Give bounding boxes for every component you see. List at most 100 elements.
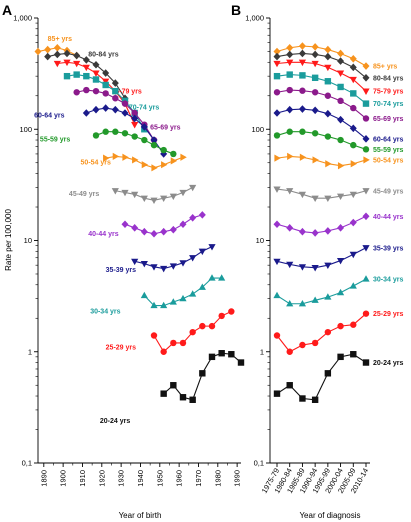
panel-a-y-tick-label: 1,000 xyxy=(13,14,32,23)
panel-b-series-30-34-yrs: 30-34 yrs xyxy=(273,275,403,307)
panel-a-series: 85+ yrs 80-84 yrs 75-79 yrs 70-74 yrs 65-69 … xyxy=(34,36,245,425)
data-point xyxy=(131,224,139,232)
data-point xyxy=(208,353,216,361)
data-point xyxy=(324,109,332,118)
data-point xyxy=(102,69,110,77)
data-point xyxy=(273,186,281,193)
data-point xyxy=(160,146,167,154)
panel-b-series-label: 60-64 yrs xyxy=(373,136,403,143)
data-point xyxy=(336,70,345,77)
data-point xyxy=(337,97,344,105)
panel-a-series-55-59-yrs: 55-59 yrs xyxy=(40,128,177,158)
data-point xyxy=(131,258,139,266)
data-point xyxy=(337,322,344,330)
data-point xyxy=(299,87,306,94)
data-point xyxy=(179,260,187,267)
panel-a-x-tick-label: 1990 xyxy=(233,470,242,487)
data-point xyxy=(350,104,357,112)
panel-a-series-65-69-yrs: 65-69 yrs xyxy=(73,86,181,144)
data-point xyxy=(274,154,281,162)
data-point xyxy=(350,321,357,328)
data-point xyxy=(63,59,71,67)
panel-a-series-label: 30-34 yrs xyxy=(90,309,120,316)
panel-a-series-label: 85+ yrs xyxy=(48,36,72,43)
data-point xyxy=(286,86,293,94)
data-point xyxy=(63,49,71,58)
panel-a-letter: A xyxy=(2,2,12,18)
data-point xyxy=(121,189,129,197)
panel-a-series-25-29-yrs: 25-29 yrs xyxy=(106,308,235,355)
panel-a-y-tick-label: 1 xyxy=(28,347,32,356)
data-point xyxy=(362,245,370,252)
data-point xyxy=(286,261,294,269)
data-point xyxy=(273,109,281,117)
data-point xyxy=(112,87,119,95)
data-point xyxy=(298,264,307,271)
panel-a-series-35-39-yrs: 35-39 yrs xyxy=(106,244,216,274)
data-point xyxy=(324,293,332,300)
data-point xyxy=(349,76,357,84)
data-point xyxy=(179,339,187,347)
panel-a-series-75-79-yrs: 75-79 yrs xyxy=(53,59,142,129)
data-point xyxy=(112,128,119,135)
panel-a: A 0,1 1 10 100 1,000 1890 1900 1910 1920 1930 194… xyxy=(2,2,245,520)
data-point xyxy=(311,229,319,237)
data-point xyxy=(298,49,306,58)
data-point xyxy=(311,106,319,115)
panel-b-series-35-39-yrs: 35-39 yrs xyxy=(273,245,403,272)
panel-b: B 0,1 1 10 100 1,000 1975-791980-841985-8919… xyxy=(231,2,403,520)
data-point xyxy=(349,54,357,63)
data-point xyxy=(179,189,187,197)
data-point xyxy=(179,394,187,401)
data-point xyxy=(324,78,332,85)
data-point xyxy=(131,109,138,117)
data-point xyxy=(237,359,245,366)
data-point xyxy=(189,213,197,222)
panel-a-series-40-44-yrs: 40-44 yrs xyxy=(88,211,206,238)
panel-a-series-label: 20-24 yrs xyxy=(100,418,130,425)
panel-a-x-tick-label: 1980 xyxy=(213,470,222,487)
panel-a-y-tick-label: 0,1 xyxy=(22,459,32,468)
data-point xyxy=(73,89,80,96)
data-point xyxy=(362,275,370,282)
data-point xyxy=(73,60,81,68)
panel-a-x-tick-label: 1920 xyxy=(97,470,106,487)
panel-a-x-tick-label: 1890 xyxy=(39,470,48,487)
data-point xyxy=(311,74,319,82)
data-point xyxy=(299,72,306,79)
data-point xyxy=(311,130,319,137)
data-point xyxy=(92,60,100,69)
data-point xyxy=(286,50,294,59)
data-point xyxy=(311,50,319,59)
data-point xyxy=(349,191,357,199)
data-point xyxy=(286,128,293,135)
panel-a-x-tick-label: 1940 xyxy=(136,470,145,487)
data-point xyxy=(82,56,90,64)
data-point xyxy=(150,136,158,144)
data-point xyxy=(160,265,168,273)
panel-b-series-60-64-yrs: 60-64 yrs xyxy=(273,105,403,143)
panel-b-series-label: 50-54 yrs xyxy=(373,157,403,164)
data-point xyxy=(311,296,319,303)
data-point xyxy=(311,339,319,347)
panel-a-x-tick-label: 1970 xyxy=(194,470,203,487)
data-point xyxy=(362,146,370,153)
data-point xyxy=(298,105,306,113)
data-point xyxy=(122,153,129,161)
series-line xyxy=(276,188,367,199)
data-point xyxy=(92,76,100,83)
data-point xyxy=(286,382,293,389)
panel-b-series: 85+ yrs 80-84 yrs 75-79 yrs 70-74 yrs 65-69 … xyxy=(273,42,403,403)
panel-a-series-label: 45-49 yrs xyxy=(69,191,99,198)
data-point xyxy=(131,191,139,199)
panel-a-series-label: 35-39 yrs xyxy=(106,267,136,274)
panel-b-y-tick-label: 100 xyxy=(251,125,264,134)
data-point xyxy=(34,47,42,56)
data-point xyxy=(218,274,226,281)
data-point xyxy=(199,370,206,377)
data-point xyxy=(150,264,158,271)
data-point xyxy=(311,89,319,96)
data-point xyxy=(287,152,294,161)
data-point xyxy=(82,109,90,117)
data-point xyxy=(112,152,120,161)
